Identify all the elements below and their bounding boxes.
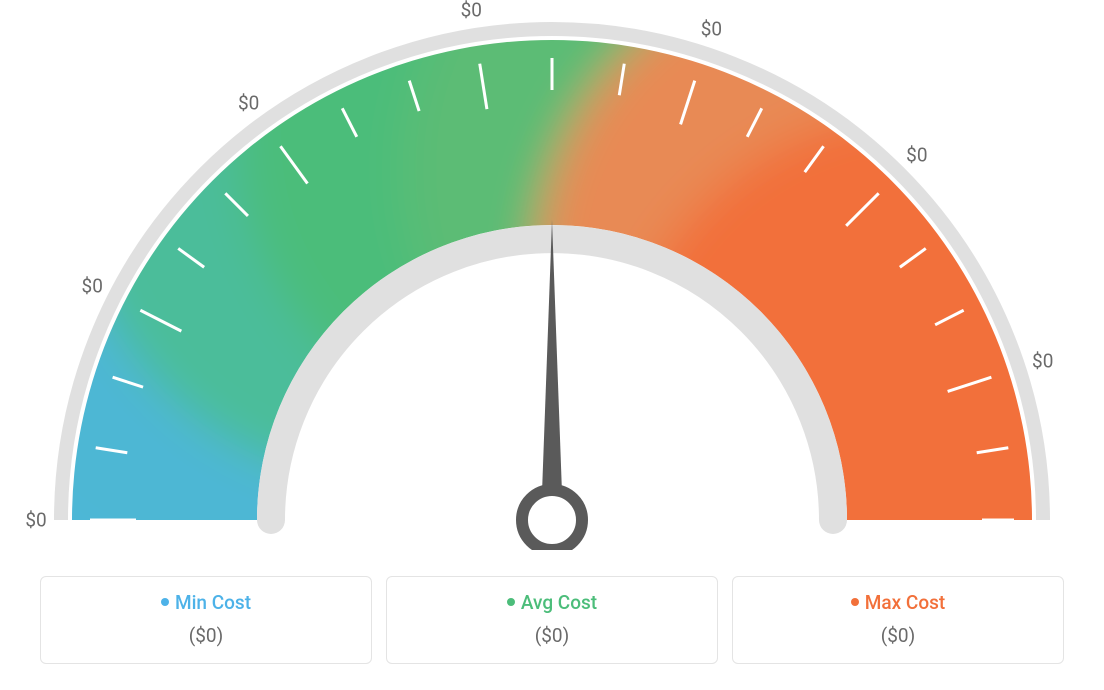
- legend-card-max: Max Cost ($0): [732, 576, 1064, 664]
- legend-avg-dot: [507, 598, 515, 606]
- gauge-tick-label: $0: [461, 0, 482, 22]
- gauge-tick-label: $0: [701, 18, 722, 41]
- gauge-chart: $0 $0 $0 $0 $0 $0 $0: [0, 0, 1104, 550]
- legend-max-title: Max Cost: [733, 591, 1063, 614]
- gauge-tick-label: $0: [1032, 349, 1053, 372]
- legend-row: Min Cost ($0) Avg Cost ($0) Max Cost ($0…: [40, 576, 1064, 664]
- legend-card-avg: Avg Cost ($0): [386, 576, 718, 664]
- legend-min-title: Min Cost: [41, 591, 371, 614]
- legend-min-label: Min Cost: [175, 591, 251, 614]
- legend-max-label: Max Cost: [865, 591, 945, 614]
- legend-avg-value: ($0): [387, 624, 717, 647]
- legend-avg-title: Avg Cost: [387, 591, 717, 614]
- gauge-tick-label: $0: [82, 274, 103, 297]
- legend-card-min: Min Cost ($0): [40, 576, 372, 664]
- legend-avg-label: Avg Cost: [521, 591, 597, 614]
- legend-min-value: ($0): [41, 624, 371, 647]
- legend-max-dot: [851, 598, 859, 606]
- gauge-svg: [0, 0, 1104, 550]
- legend-min-dot: [161, 598, 169, 606]
- gauge-tick-label: $0: [906, 144, 927, 167]
- gauge-tick-label: $0: [25, 509, 46, 532]
- legend-max-value: ($0): [733, 624, 1063, 647]
- gauge-tick-label: $0: [238, 91, 259, 114]
